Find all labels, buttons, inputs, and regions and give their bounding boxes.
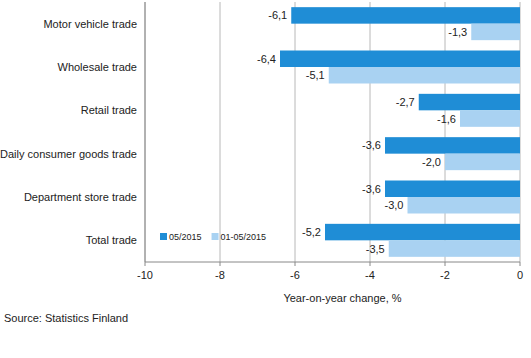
bar [389, 240, 520, 256]
bar [419, 94, 520, 111]
bar [280, 51, 520, 68]
bar [325, 224, 520, 241]
bars [280, 7, 520, 257]
axis-line [145, 2, 146, 262]
data-label: -2,0 [422, 156, 441, 168]
tick-mark [295, 262, 296, 266]
category-label: Motor vehicle trade [43, 18, 137, 30]
category-label: Daily consumer goods trade [0, 148, 137, 160]
tick-label: -4 [365, 269, 375, 281]
data-label: -3,5 [366, 243, 385, 255]
axis-title: Year-on-year change, % [283, 292, 401, 304]
tick-mark [370, 262, 371, 266]
data-label: -5,1 [306, 69, 325, 81]
tick-mark [520, 262, 521, 266]
bar [445, 154, 520, 171]
category-label: Retail trade [81, 104, 137, 116]
tick-mark [220, 262, 221, 266]
grid-line [145, 2, 146, 262]
tick-label: -10 [137, 269, 153, 281]
data-label: -6,4 [257, 53, 276, 65]
legend-swatch [160, 233, 167, 240]
axis-line [145, 262, 520, 263]
bar [385, 181, 520, 198]
data-label: -3,0 [385, 199, 404, 211]
bar [471, 24, 520, 40]
data-label: -5,2 [302, 226, 321, 238]
legend-label: 01-05/2015 [221, 232, 267, 242]
legend-label: 05/2015 [169, 232, 202, 242]
bar [329, 67, 520, 84]
data-label: -6,1 [268, 9, 287, 21]
data-label: -2,7 [396, 96, 415, 108]
data-label: -3,6 [362, 183, 381, 195]
bar [408, 197, 521, 214]
category-label: Total trade [86, 234, 137, 246]
grid-line [445, 2, 446, 262]
bar [385, 137, 520, 154]
bar [291, 7, 520, 24]
category-label: Department store trade [24, 191, 137, 203]
tick-label: -2 [440, 269, 450, 281]
legend-swatch [212, 233, 219, 240]
data-label: -1,3 [448, 26, 467, 38]
tick-mark [445, 262, 446, 266]
data-label: -1,6 [437, 113, 456, 125]
grid-line [220, 2, 221, 262]
data-label: -3,6 [362, 139, 381, 151]
tick-label: 0 [517, 269, 523, 281]
grid-line [295, 2, 296, 262]
chart: -10 -8 -6 -4 -2 0 -6,1 -6,4 -2,7 -3,6 -3,6 -5,2 -1,3… [0, 0, 531, 358]
source: Source: Statistics Finland [4, 312, 128, 324]
tick-mark [145, 262, 146, 266]
grid-line [370, 2, 371, 262]
tick-label: -8 [215, 269, 225, 281]
grid-line [520, 2, 521, 262]
tick-label: -6 [290, 269, 300, 281]
legend: 05/2015 01-05/2015 [160, 232, 266, 242]
bar [460, 110, 520, 127]
category-label: Wholesale trade [58, 61, 138, 73]
